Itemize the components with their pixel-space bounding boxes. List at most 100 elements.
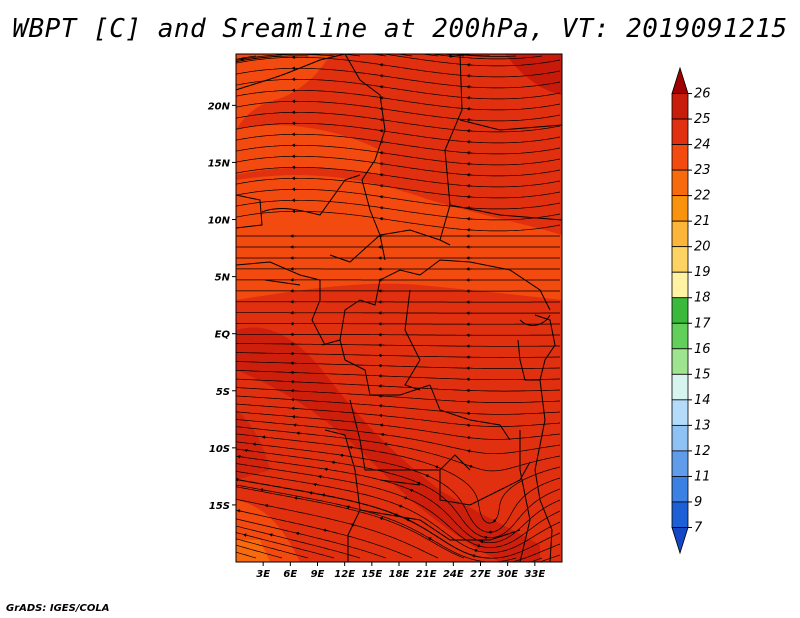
x-tick-label: 9E: [311, 569, 325, 580]
streamline-arrow: [416, 481, 423, 486]
streamline-arrow: [321, 493, 328, 497]
y-tick-label: 20N: [208, 101, 231, 112]
streamline-arrow: [466, 449, 473, 453]
streamline-arrow: [383, 442, 390, 446]
colorbar-label: 14: [694, 393, 711, 408]
colorbar-label: 16: [694, 342, 711, 357]
streamline: [236, 395, 561, 415]
streamline-arrow: [448, 54, 455, 59]
streamline-arrow: [339, 453, 346, 458]
streamline-arrow: [427, 537, 434, 541]
streamline-arrow: [379, 217, 386, 221]
y-tick-label: 5N: [215, 273, 231, 284]
streamline: [449, 54, 517, 57]
streamline-arrow: [379, 184, 386, 188]
streamline: [236, 166, 561, 188]
streamline: [529, 557, 543, 562]
streamline: [236, 370, 560, 381]
colorbar-label: 9: [694, 495, 702, 510]
streamline-arrow: [379, 516, 386, 521]
colorbar-label: 18: [694, 291, 711, 306]
streamline: [236, 188, 561, 210]
streamline-arrow: [236, 509, 243, 513]
streamline: [236, 199, 561, 221]
streamline: [236, 525, 361, 559]
colorbar-swatch: [671, 424, 689, 452]
streamline: [236, 144, 561, 166]
streamline: [236, 403, 561, 427]
streamline-arrow: [405, 518, 412, 522]
y-axis: 20N 15N 10N 5N EQ 5S 10S 15S: [208, 101, 236, 512]
streamline: [236, 78, 561, 100]
streamline-arrow: [379, 63, 386, 67]
streamline: [236, 56, 561, 78]
colorbar-swatch: [671, 322, 689, 350]
colorbar-label: 21: [694, 214, 711, 229]
streamline: [236, 544, 283, 559]
colorbar-swatch: [671, 399, 689, 426]
streamline: [236, 67, 561, 89]
streamline-arrow: [345, 505, 352, 509]
streamline-arrow: [379, 173, 386, 177]
colorbar-label: 20: [694, 240, 711, 255]
x-tick-label: 30E: [497, 569, 518, 580]
colorbar-swatch: [671, 476, 689, 503]
streamline: [236, 323, 560, 325]
colorbar-label: 12: [694, 444, 711, 459]
colorbar-swatch: [671, 169, 689, 197]
streamline-arrow: [379, 423, 386, 427]
streamline-arrow: [466, 435, 473, 440]
streamline: [369, 54, 387, 57]
colorbar-label: 24: [694, 138, 711, 153]
streamline-arrow: [379, 206, 386, 210]
streamline: [236, 387, 561, 403]
colorbar-label: 26: [694, 87, 711, 102]
y-tick-label: 15N: [208, 158, 231, 169]
streamline: [236, 210, 561, 232]
colorbar-swatch: [671, 297, 689, 324]
streamline: [236, 419, 561, 454]
colorbar-label: 11: [694, 469, 711, 484]
x-axis: 3E 6E 9E 12E 15E 18E 21E 24E 27E 30E 33E: [256, 562, 545, 580]
colorbar-label: 13: [694, 418, 711, 433]
x-tick-label: 24E: [443, 569, 464, 580]
streamline-arrow: [393, 513, 400, 517]
streamline: [236, 133, 561, 155]
streamline-arrow: [268, 533, 275, 537]
streamline: [236, 89, 561, 111]
colorbar-swatch: [671, 246, 689, 273]
y-tick-label: 10N: [208, 216, 231, 227]
streamline: [236, 551, 257, 559]
colorbar-swatch: [671, 66, 689, 94]
streamline-arrow: [264, 504, 271, 508]
streamline: [236, 470, 561, 553]
streamline-arrow: [295, 531, 302, 536]
streamline: [429, 54, 543, 60]
streamline: [236, 54, 335, 61]
streamline: [236, 111, 561, 133]
x-tick-label: 27E: [470, 569, 491, 580]
streamline: [236, 411, 561, 440]
streamline: [236, 343, 560, 347]
colorbar-label: 19: [694, 265, 711, 280]
streamline-arrow: [323, 467, 331, 472]
streamlines: [236, 54, 561, 562]
x-tick-label: 18E: [389, 569, 410, 580]
x-tick-label: 3E: [256, 569, 270, 580]
streamline: [236, 538, 309, 559]
streamline-arrow: [409, 489, 416, 493]
streamline-arrow: [473, 548, 480, 553]
streamline-arrow: [424, 474, 431, 478]
country-boundaries: [236, 54, 562, 562]
colorbar-swatch: [671, 118, 689, 145]
streamline-arrow: [487, 530, 495, 534]
streamline-arrow: [348, 445, 355, 450]
streamline: [453, 54, 491, 57]
streamline-arrow: [379, 195, 386, 199]
streamline-arrow: [242, 533, 249, 537]
colorbar-label: 23: [694, 163, 711, 178]
streamline: [538, 554, 561, 562]
streamline: [236, 433, 561, 524]
streamline-arrow: [434, 465, 441, 469]
